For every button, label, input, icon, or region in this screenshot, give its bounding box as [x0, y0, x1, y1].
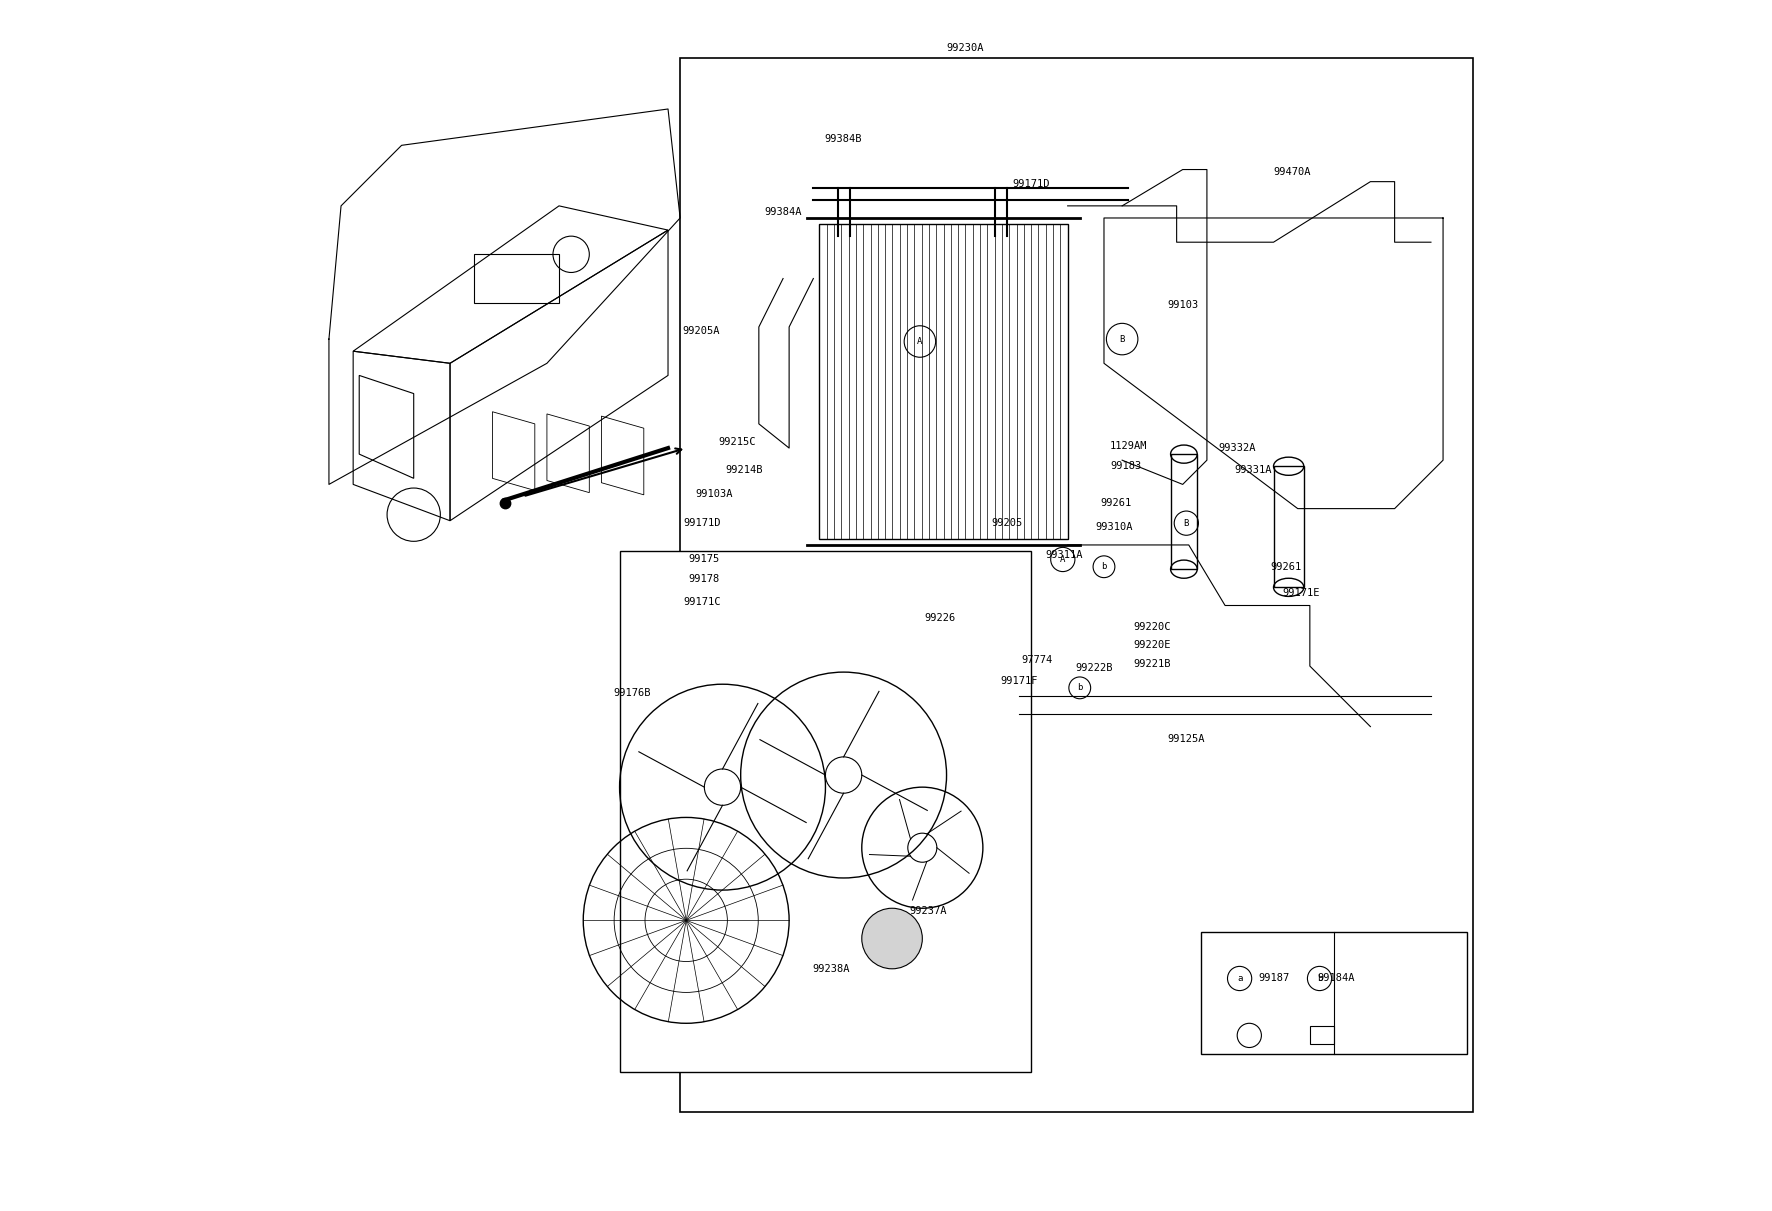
Text: b: b [1317, 974, 1322, 983]
Bar [1201, 932, 1467, 1054]
Text: 99237A: 99237A [909, 906, 948, 916]
Text: 99171D: 99171D [684, 518, 721, 528]
Text: 99220C: 99220C [1134, 622, 1171, 632]
Bar [680, 58, 1473, 1112]
Text: 99103: 99103 [1168, 300, 1198, 310]
Text: 99178: 99178 [689, 574, 719, 584]
Text: 99220E: 99220E [1134, 641, 1171, 650]
Bar [819, 224, 1069, 539]
Text: 99331A: 99331A [1233, 465, 1272, 475]
Text: 99261: 99261 [1100, 498, 1132, 507]
Text: 99171E: 99171E [1283, 589, 1320, 598]
Text: 1129AM: 1129AM [1109, 441, 1146, 450]
Text: 99238A: 99238A [813, 964, 851, 974]
Bar [1274, 466, 1304, 587]
Text: b: b [1077, 683, 1083, 693]
Text: 99226: 99226 [925, 613, 957, 622]
Text: 99176B: 99176B [613, 688, 650, 698]
Text: 99384A: 99384A [764, 207, 801, 217]
Text: 99470A: 99470A [1272, 167, 1311, 177]
Text: B: B [1120, 334, 1125, 344]
Text: 99171C: 99171C [684, 597, 721, 607]
Text: 99171D: 99171D [1012, 179, 1051, 189]
Text: b: b [1100, 562, 1108, 572]
Text: 99215C: 99215C [718, 437, 757, 447]
Text: 99310A: 99310A [1095, 522, 1132, 532]
Text: 99183: 99183 [1109, 461, 1141, 471]
Text: 97774: 97774 [1022, 655, 1053, 665]
Text: a: a [1237, 974, 1242, 983]
Circle shape [861, 908, 923, 969]
Text: 99384B: 99384B [824, 134, 863, 144]
Text: 99311A: 99311A [1045, 550, 1083, 559]
Bar [620, 551, 1031, 1072]
Text: 99261: 99261 [1271, 562, 1301, 572]
Text: 99205: 99205 [992, 518, 1022, 528]
Text: 99184A: 99184A [1318, 974, 1356, 983]
Text: 99230A: 99230A [946, 44, 983, 53]
Text: 99332A: 99332A [1219, 443, 1256, 453]
Text: A: A [918, 337, 923, 346]
Text: 99103A: 99103A [695, 489, 734, 499]
Text: 99125A: 99125A [1168, 734, 1205, 744]
Text: 99171F: 99171F [1001, 676, 1038, 685]
Text: 99175: 99175 [689, 555, 719, 564]
Bar [1171, 454, 1198, 569]
Text: 99187: 99187 [1258, 974, 1290, 983]
Text: 99214B: 99214B [725, 465, 764, 475]
Text: B: B [1184, 518, 1189, 528]
Text: 99205A: 99205A [682, 326, 719, 335]
Text: 99222B: 99222B [1076, 664, 1113, 673]
Text: A: A [1060, 555, 1065, 564]
Text: 99221B: 99221B [1134, 659, 1171, 668]
